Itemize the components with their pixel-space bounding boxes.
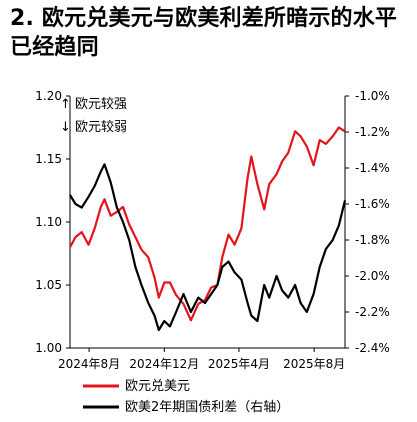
spread-series-line xyxy=(69,163,347,332)
x-axis-tick-label: 2024年8月 xyxy=(58,357,120,371)
right-axis-tick-label: -2.4% xyxy=(355,341,390,355)
x-axis-tick-label: 2025年8月 xyxy=(283,357,345,371)
chart-title-line-1: 2. 欧元兑美元与欧美利差所暗示的水平 xyxy=(10,6,398,31)
legend-label-spread: 欧美2年期国债利差（右轴） xyxy=(125,400,289,415)
left-axis-tick-label: 1.10 xyxy=(35,215,62,229)
annotation-euro-weaker: ↓ 欧元较弱 xyxy=(60,120,127,135)
right-axis-tick-label: -1.2% xyxy=(355,125,390,139)
right-axis-tick-label: -1.4% xyxy=(355,161,390,175)
right-axis-tick-label: -1.0% xyxy=(355,89,390,103)
x-axis-tick-label: 2025年4月 xyxy=(208,357,270,371)
right-axis-tick-label: -2.0% xyxy=(355,269,390,283)
right-axis-tick-label: -1.6% xyxy=(355,197,390,211)
left-axis-tick-label: 1.20 xyxy=(35,89,62,103)
chart-title: 2. 欧元兑美元与欧美利差所暗示的水平 已经趋同 xyxy=(10,4,410,62)
legend-label-eurusd: 欧元兑美元 xyxy=(125,379,190,394)
annotation-euro-stronger: ↑ 欧元较强 xyxy=(60,97,127,112)
right-axis-tick-label: -2.2% xyxy=(355,305,390,319)
left-axis-tick-label: 1.15 xyxy=(35,152,62,166)
left-axis-tick-label: 1.05 xyxy=(35,278,62,292)
eurusd-series-line xyxy=(69,126,346,322)
right-axis-tick-label: -1.8% xyxy=(355,233,390,247)
chart-title-line-2: 已经趋同 xyxy=(10,35,99,60)
x-axis-tick-label: 2024年12月 xyxy=(129,357,199,371)
left-axis-tick-label: 1.00 xyxy=(35,341,62,355)
